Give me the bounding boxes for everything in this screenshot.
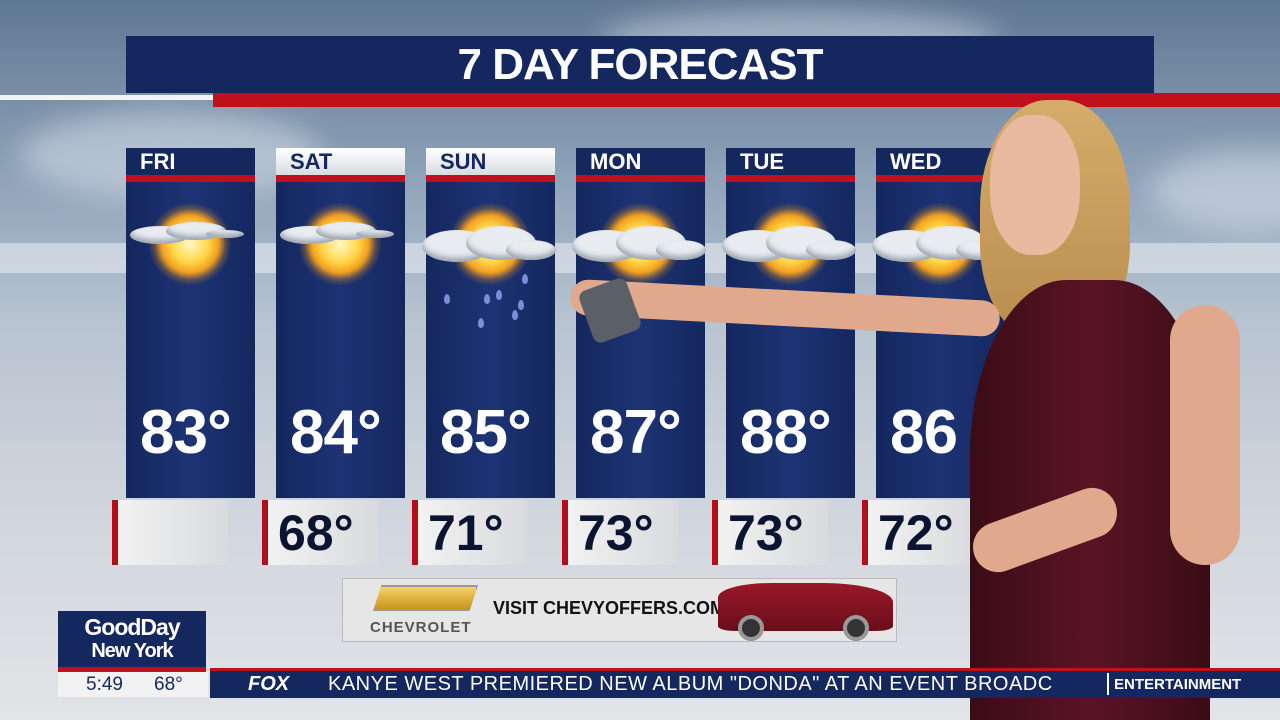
low-temp: 73° [562, 500, 678, 565]
news-ticker: FOX KANYE WEST PREMIERED NEW ALBUM "DOND… [210, 668, 1280, 698]
day-label: TUE [726, 148, 855, 175]
raindrop-icon [518, 300, 524, 310]
page-title: 7 DAY FORECAST [126, 36, 1154, 93]
high-temp: 86 [890, 398, 958, 467]
divider [58, 667, 206, 672]
raindrop-icon [512, 310, 518, 320]
chevrolet-bowtie-logo [373, 585, 478, 611]
low-temp: 68° [262, 500, 378, 565]
ad-brand: CHEVROLET [370, 619, 472, 636]
show-logo: GoodDay New York [58, 611, 206, 668]
forecast-day-tue: TUE 88° [722, 148, 856, 498]
presenter [569, 95, 1280, 720]
forecast-day-sun: SUN 85° [422, 148, 556, 498]
day-label: SAT [276, 148, 405, 175]
divider [1107, 673, 1109, 695]
day-label: MON [576, 148, 705, 175]
raindrop-icon [522, 274, 528, 284]
time-temp-box: 5:49 68° [58, 672, 208, 697]
sponsor-ad[interactable]: CHEVROLET VISIT CHEVYOFFERS.COM [342, 578, 897, 642]
high-temp: 84° [290, 398, 382, 467]
clock-time: 5:49 [86, 674, 123, 695]
divider [0, 95, 213, 100]
low-temp: 73° [712, 500, 828, 565]
raindrop-icon [478, 318, 484, 328]
divider [126, 175, 255, 182]
divider [213, 93, 1280, 107]
raindrop-icon [496, 290, 502, 300]
ad-text: VISIT CHEVYOFFERS.COM [493, 598, 726, 618]
divider [876, 175, 1005, 182]
divider [276, 175, 405, 182]
low-temp [112, 500, 228, 565]
sun-icon [298, 202, 382, 286]
ticker-category: ENTERTAINMENT [1114, 676, 1242, 693]
raindrop-icon [484, 294, 490, 304]
ticker-headline: KANYE WEST PREMIERED NEW ALBUM "DONDA" A… [328, 673, 1053, 695]
low-temp: 72° [862, 500, 978, 565]
raindrop-icon [444, 294, 450, 304]
low-temp: 71° [412, 500, 528, 565]
high-temp: 83° [140, 398, 232, 467]
day-label: FRI [126, 148, 255, 175]
high-temp: 88° [740, 398, 832, 467]
fox-logo: FOX [248, 673, 290, 695]
divider [426, 175, 555, 182]
divider [576, 175, 705, 182]
current-temp: 68° [154, 674, 183, 695]
divider [726, 175, 855, 182]
high-temp: 85° [440, 398, 532, 467]
sun-icon [148, 202, 232, 286]
high-temp: 87° [590, 398, 682, 467]
day-label: SUN [426, 148, 555, 175]
forecast-day-sat: SAT 84° [276, 148, 405, 498]
forecast-day-fri: FRI 83° [126, 148, 255, 498]
